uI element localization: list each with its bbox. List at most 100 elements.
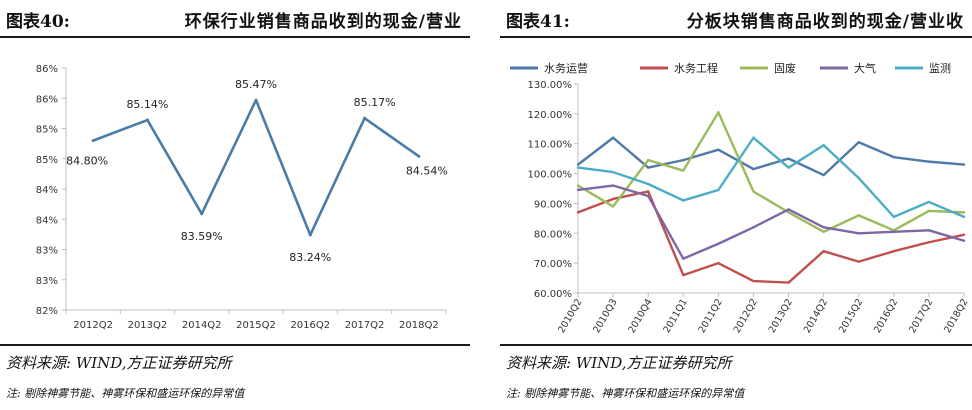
- y-tick-label: 60.00%: [534, 289, 572, 300]
- legend-label: 大气: [854, 61, 876, 75]
- data-point: [962, 233, 966, 236]
- data-point: [611, 136, 615, 139]
- x-tick-label: 2013Q2: [128, 320, 168, 331]
- data-point: [200, 212, 204, 216]
- data-point: [717, 148, 720, 151]
- left-figure-number: 图表40:: [6, 12, 70, 32]
- data-point: [682, 169, 685, 172]
- x-tick-label: 2010Q4: [626, 297, 654, 335]
- y-tick-label: 84%: [36, 215, 58, 226]
- data-point: [682, 273, 685, 277]
- data-point: [646, 158, 650, 162]
- legend-label: 固废: [774, 61, 796, 75]
- right-line-chart: 水务运营 水务工程 固废 大气 监测 60.00% 70.00% 80.00% 90.00% 10…: [510, 61, 971, 335]
- data-point: [717, 188, 720, 192]
- data-point: [752, 226, 755, 229]
- data-point: [717, 111, 720, 114]
- data-point: [822, 230, 825, 233]
- data-point: [787, 281, 790, 284]
- y-tick-label: 100.00%: [528, 170, 573, 181]
- left-chart-title: 环保行业销售商品收到的现金/营业: [184, 12, 462, 32]
- data-point: [927, 160, 931, 163]
- y-tick-label: 85%: [36, 155, 58, 166]
- x-tick-label: 2015Q2: [236, 320, 276, 331]
- data-point: [682, 158, 685, 162]
- right-panel: 图表41: 分板块销售商品收到的现金/营业收 水务运营 水务工程 固废 大气 监测 60.…: [500, 0, 972, 410]
- data-point: [857, 214, 860, 217]
- data-point: [145, 118, 149, 122]
- data-point: [787, 166, 790, 169]
- data-point: [752, 167, 755, 171]
- data-point: [646, 190, 650, 193]
- data-point: [962, 215, 966, 219]
- data-point: [646, 194, 650, 198]
- x-tick-label: 2016Q2: [872, 297, 900, 335]
- data-point: [822, 250, 825, 253]
- y-tick-label: 80.00%: [534, 229, 572, 240]
- left-source-bar: 资料来源: WIND,方正证券研究所: [0, 344, 470, 376]
- data-point: [787, 211, 790, 214]
- left-line-chart: 82% 83% 83% 84% 84% 85% 85% 86% 86% 2012Q2 2013Q2 2…: [36, 64, 448, 331]
- data-point: [787, 208, 790, 211]
- left-title-bar: 图表40: 环保行业销售商品收到的现金/营业: [0, 0, 470, 38]
- data-point: [646, 182, 650, 186]
- data-point: [822, 173, 825, 177]
- x-tick-label: 2011Q1: [661, 297, 689, 335]
- right-chart-title: 分板块销售商品收到的现金/营业收: [686, 12, 964, 32]
- data-point: [962, 211, 966, 214]
- data-point: [822, 226, 825, 229]
- x-tick-label: 2018Q2: [942, 297, 970, 335]
- data-point: [857, 176, 860, 180]
- data-point: [752, 279, 755, 283]
- left-panel: 图表40: 环保行业销售商品收到的现金/营业 82% 83% 83% 84% 84% 85…: [0, 0, 470, 410]
- data-point: [752, 190, 755, 193]
- data-point: [682, 257, 685, 260]
- series-line: [577, 136, 965, 177]
- y-tick-label: 84%: [36, 185, 58, 196]
- left-source-text: 资料来源: WIND,方正证券研究所: [6, 354, 232, 372]
- x-tick-label: 2017Q2: [907, 297, 935, 335]
- x-tick-label: 2010Q2: [556, 297, 584, 335]
- data-point: [576, 163, 580, 166]
- data-label: 85.14%: [126, 98, 168, 111]
- data-point: [927, 209, 931, 213]
- data-point: [892, 250, 896, 253]
- data-point: [611, 184, 615, 187]
- data-point: [363, 116, 367, 120]
- y-tick-label: 70.00%: [534, 259, 572, 270]
- data-point: [646, 166, 650, 169]
- data-point: [417, 154, 421, 158]
- data-point: [962, 163, 966, 166]
- right-title-bar: 图表41: 分板块销售商品收到的现金/营业收: [500, 0, 972, 38]
- y-tick-label: 82%: [36, 306, 58, 317]
- y-tick-label: 83%: [36, 246, 58, 257]
- data-point: [576, 188, 580, 192]
- legend-label: 监测: [929, 62, 951, 75]
- x-tick-label: 2012Q2: [73, 320, 113, 331]
- series-line: [577, 111, 965, 233]
- series-line: [92, 98, 420, 237]
- x-tick-label: 2017Q2: [345, 320, 385, 331]
- data-point: [857, 232, 860, 235]
- x-tick-label: 2014Q2: [182, 320, 222, 331]
- x-tick-label: 2010Q3: [591, 297, 619, 335]
- data-point: [91, 139, 95, 143]
- data-point: [787, 157, 790, 160]
- data-point: [717, 242, 720, 245]
- x-tick-label: 2012Q2: [732, 297, 760, 335]
- left-note-text: 注: 剔除神雾节能、神雾环保和盛运环保的异常值: [6, 387, 245, 400]
- series-line: [577, 136, 965, 219]
- data-point: [576, 211, 580, 214]
- data-point: [682, 199, 685, 202]
- data-point: [576, 166, 580, 169]
- data-point: [927, 200, 931, 204]
- x-tick-label: 2015Q2: [837, 297, 865, 335]
- right-source-bar: 资料来源: WIND,方正证券研究所: [500, 344, 972, 376]
- data-point: [611, 170, 615, 174]
- data-point: [927, 241, 931, 244]
- x-tick-label: 2013Q2: [767, 297, 795, 335]
- data-point: [962, 239, 966, 242]
- y-tick-label: 120.00%: [528, 110, 573, 121]
- y-tick-label: 110.00%: [528, 140, 573, 151]
- data-label: 83.24%: [289, 251, 331, 264]
